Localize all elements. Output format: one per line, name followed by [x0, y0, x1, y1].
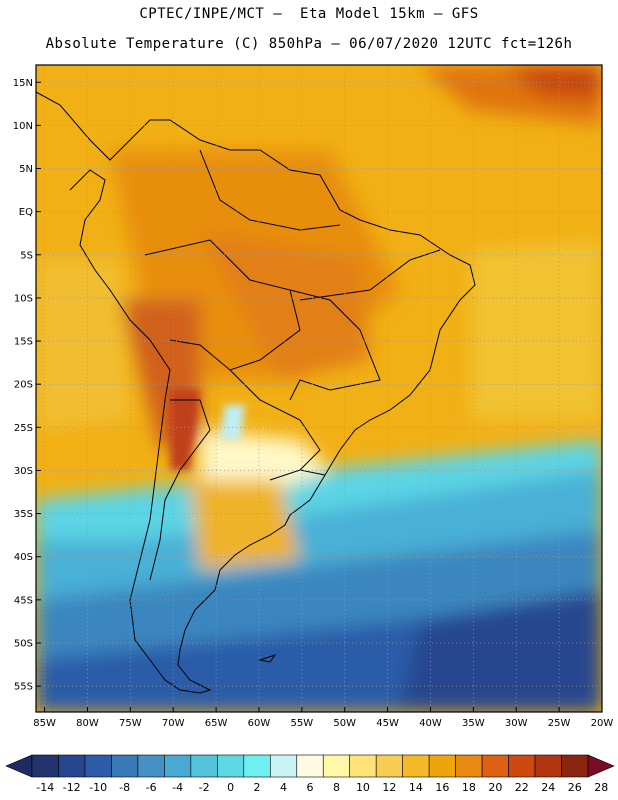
colorbar-label: 18: [462, 781, 476, 794]
lat-tick-label: 10S: [14, 293, 33, 304]
lon-tick-label: 70W: [162, 718, 185, 729]
lon-tick-label: 65W: [205, 718, 228, 729]
colorbar-swatch: [164, 754, 192, 778]
lat-tick-label: 5N: [19, 164, 33, 175]
lat-tick-label: EQ: [19, 207, 33, 218]
colorbar-label: -8: [119, 781, 130, 794]
colorbar-swatch: [296, 754, 324, 778]
colorbar-swatch: [402, 754, 430, 778]
map-title-line-1: CPTEC/INPE/MCT – Eta Model 15km – GFS: [139, 6, 479, 22]
longitude-axis: 85W 80W 75W 70W 65W 60W 55W 50W 45W 40W 35W 30W 25W 2…: [33, 707, 613, 729]
colorbar-swatch: [455, 754, 483, 778]
lon-tick-label: 35W: [462, 718, 485, 729]
temperature-field: [36, 65, 602, 712]
colorbar-swatch: [84, 754, 112, 778]
colorbar-swatch: [58, 754, 86, 778]
lon-tick-label: 55W: [291, 718, 314, 729]
colorbar-max-arrow: [587, 754, 615, 778]
lon-tick-label: 30W: [505, 718, 528, 729]
lat-tick-label: 40S: [14, 552, 33, 563]
colorbar-label: 6: [307, 781, 314, 794]
lat-tick-label: 10N: [13, 121, 33, 132]
colorbar-label: 10: [356, 781, 370, 794]
colorbar-swatch: [481, 754, 509, 778]
lon-tick-label: 85W: [33, 718, 56, 729]
colorbar-swatch: [137, 754, 165, 778]
colorbar-swatch: [190, 754, 218, 778]
colorbar-label: 8: [333, 781, 340, 794]
lon-tick-label: 80W: [76, 718, 99, 729]
lat-tick-label: 5S: [20, 250, 33, 261]
coastlines: [36, 91, 476, 694]
colorbar-label: 14: [409, 781, 423, 794]
lon-tick-label: 60W: [248, 718, 271, 729]
lon-tick-label: 40W: [419, 718, 442, 729]
lon-tick-label: 20W: [591, 718, 614, 729]
colorbar: -14 -12 -10 -8 -6 -4 -2 0 2 4 6 8 10 12 14 16 18 20 22 24 26…: [5, 754, 615, 794]
colorbar-swatch: [243, 754, 271, 778]
colorbar-label: 26: [568, 781, 582, 794]
colorbar-label: 20: [488, 781, 502, 794]
colorbar-label: 12: [382, 781, 396, 794]
colorbar-swatch: [31, 754, 59, 778]
colorbar-label: -4: [172, 781, 183, 794]
lat-tick-label: 35S: [14, 509, 33, 520]
colorbar-swatch: [561, 754, 589, 778]
lon-tick-label: 75W: [119, 718, 142, 729]
lon-tick-label: 50W: [333, 718, 356, 729]
colorbar-min-arrow: [5, 754, 33, 778]
colorbar-swatch: [375, 754, 403, 778]
colorbar-swatch: [322, 754, 351, 778]
colorbar-label: -2: [199, 781, 210, 794]
latitude-axis: 15N 10N 5N EQ 5S 10S 15S 20S 25S 30S 35S 40S 45S 50S 5…: [13, 78, 41, 693]
lat-tick-label: 15N: [13, 78, 33, 89]
colorbar-label: -14: [36, 781, 54, 794]
colorbar-label: 0: [227, 781, 234, 794]
colorbar-label: 24: [541, 781, 555, 794]
colorbar-swatch: [269, 754, 298, 778]
map-title-line-2: Absolute Temperature (C) 850hPa – 06/07/…: [45, 36, 573, 52]
lat-tick-label: 45S: [14, 595, 33, 606]
lat-tick-label: 30S: [14, 466, 33, 477]
colorbar-swatch: [111, 754, 139, 778]
colorbar-label: -10: [89, 781, 107, 794]
colorbar-label: 28: [594, 781, 608, 794]
colorbar-swatch: [428, 754, 456, 778]
colorbar-label: -12: [63, 781, 81, 794]
colorbar-swatch: [534, 754, 562, 778]
colorbar-swatch: [349, 754, 377, 778]
colorbar-label: 2: [254, 781, 261, 794]
lat-tick-label: 15S: [14, 337, 33, 348]
colorbar-label: 16: [435, 781, 449, 794]
lat-tick-label: 20S: [14, 380, 33, 391]
colorbar-swatch: [508, 754, 536, 778]
lon-tick-label: 25W: [548, 718, 571, 729]
colorbar-swatch: [217, 754, 245, 778]
lat-tick-label: 55S: [14, 682, 33, 693]
map-frame: [35, 64, 603, 713]
lat-tick-label: 50S: [14, 638, 33, 649]
colorbar-label: -6: [146, 781, 157, 794]
lat-tick-label: 25S: [14, 423, 33, 434]
lon-tick-label: 45W: [376, 718, 399, 729]
colorbar-label: 22: [515, 781, 529, 794]
colorbar-label: 4: [280, 781, 287, 794]
